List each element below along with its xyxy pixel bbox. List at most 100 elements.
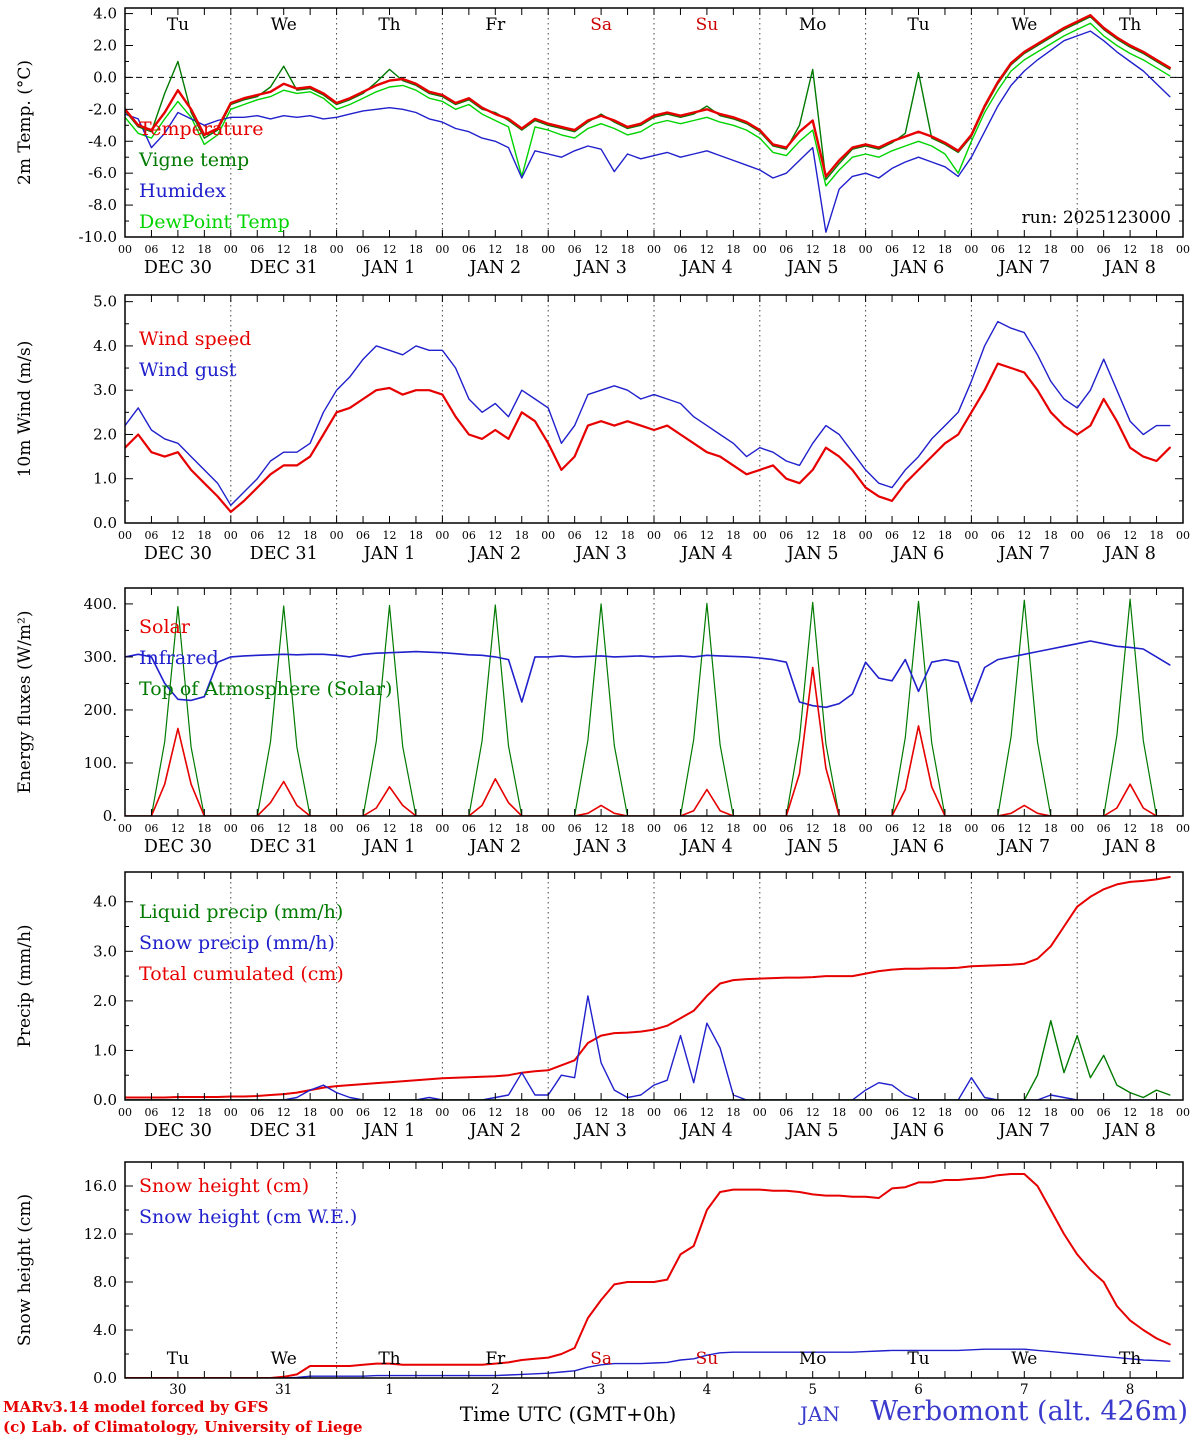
hour-tick-label: 18 [1044,1106,1058,1119]
precip-y-axis-title: Precip (mm/h) [15,924,35,1047]
day-number-label: 5 [808,1382,817,1398]
plot-frame [124,294,1184,524]
hour-tick-label: 12 [277,822,291,835]
hour-tick-label: 00 [435,529,449,542]
hour-tick-label: 06 [991,822,1005,835]
hour-tick-label: 12 [806,1106,820,1119]
y-tick-label: 5.0 [93,293,117,311]
hour-tick-label: 12 [806,243,820,256]
hour-tick-label: 00 [753,243,767,256]
hour-tick-label: 00 [1176,529,1190,542]
hour-tick-label: 06 [1097,243,1111,256]
hour-tick-label: 18 [938,529,952,542]
date-label: JAN 6 [891,1121,945,1141]
hour-tick-label: 18 [409,529,423,542]
hour-tick-label: 06 [462,1106,476,1119]
y-tick-label: 4.0 [93,5,117,23]
hour-tick-label: 18 [1150,822,1164,835]
y-tick-label: 400. [84,595,117,613]
hour-tick-label: 12 [912,822,926,835]
hour-tick-label: 18 [197,243,211,256]
hour-tick-label: 18 [726,243,740,256]
y-tick-label: 200. [84,701,117,719]
hour-tick-label: 00 [330,529,344,542]
y-tick-label: -4.0 [88,132,117,150]
humidex-line [125,30,1171,233]
y-tick-label: 0.0 [93,514,117,532]
hour-tick-label: 06 [462,822,476,835]
weekday-label: Su [696,15,719,35]
hour-tick-label: 00 [1070,822,1084,835]
y-tick-label: 12.0 [84,1225,117,1243]
hour-tick-label: 00 [859,529,873,542]
weekday-label: Fr [485,15,506,35]
hour-tick-label: 12 [912,529,926,542]
hour-tick-label: 00 [224,1106,238,1119]
hour-tick-label: 18 [726,1106,740,1119]
date-label: JAN 1 [362,544,416,564]
energy-panel: 00 06 12 18 00 06 12 18 00 06 12 18 00 06 12 18 00 06 12 18… [15,587,1190,857]
date-label: DEC 30 [144,837,212,857]
date-label: DEC 30 [144,1121,212,1141]
day-number-label: 8 [1126,1382,1135,1398]
y-tick-label: 4.0 [93,337,117,355]
hour-tick-label: 18 [409,1106,423,1119]
date-label: DEC 31 [250,544,318,564]
y-tick-label: 100. [84,754,117,772]
date-label: JAN 4 [679,544,733,564]
hour-tick-label: 06 [991,529,1005,542]
y-tick-label: 2.0 [93,992,117,1010]
hour-tick-label: 06 [356,822,370,835]
weekday-label: Th [1119,15,1141,35]
y-tick-label: -10.0 [79,228,117,246]
hour-tick-label: 12 [912,1106,926,1119]
date-label: JAN 5 [785,1121,839,1141]
hour-tick-label: 00 [964,529,978,542]
energy-y-axis-title: Energy fluxes (W/m²) [15,611,35,794]
hour-tick-label: 00 [753,1106,767,1119]
weekday-label: Fr [485,1349,506,1369]
hour-tick-label: 00 [964,243,978,256]
hour-tick-label: 12 [1123,822,1137,835]
weekday-label: Tu [907,15,929,35]
hour-tick-label: 12 [171,822,185,835]
legend-liquid-precip-mm-h: Liquid precip (mm/h) [139,901,343,923]
hour-tick-label: 18 [938,243,952,256]
hour-tick-label: 12 [488,529,502,542]
hour-tick-label: 12 [1017,529,1031,542]
hour-tick-label: 00 [1070,529,1084,542]
weekday-label: Tu [167,1349,189,1369]
hour-tick-label: 00 [435,822,449,835]
date-label: JAN 3 [573,258,627,278]
date-label: JAN 2 [467,258,521,278]
hour-tick-label: 00 [541,529,555,542]
y-tick-label: 1.0 [93,470,117,488]
time-axis-title: Time UTC (GMT+0h) [459,1402,677,1426]
date-label: DEC 31 [250,837,318,857]
y-tick-label: 3.0 [93,381,117,399]
date-label: DEC 31 [250,1121,318,1141]
legend-infrared: Infrared [139,647,219,669]
hour-tick-label: 06 [568,1106,582,1119]
hour-tick-label: 00 [753,529,767,542]
weekday-label: Th [378,1349,400,1369]
hour-tick-label: 12 [1123,1106,1137,1119]
date-label: JAN 7 [996,837,1050,857]
hour-tick-label: 00 [224,243,238,256]
hour-tick-label: 00 [964,822,978,835]
top-of-atmosphere-solar-line [125,598,1171,816]
hour-tick-label: 12 [488,243,502,256]
hour-tick-label: 00 [647,822,661,835]
date-label: JAN 7 [996,1121,1050,1141]
precip-panel: 00 06 12 18 00 06 12 18 00 06 12 18 00 06 12 18 00 06 12 18… [15,871,1190,1141]
day-number-label: 6 [914,1382,923,1398]
weekday-label: Su [696,1349,719,1369]
hour-tick-label: 18 [303,243,317,256]
month-label: JAN [800,1402,840,1426]
hour-tick-label: 12 [171,1106,185,1119]
hour-tick-label: 18 [726,822,740,835]
hour-tick-label: 00 [224,822,238,835]
hour-tick-label: 12 [277,243,291,256]
hour-tick-label: 12 [383,822,397,835]
